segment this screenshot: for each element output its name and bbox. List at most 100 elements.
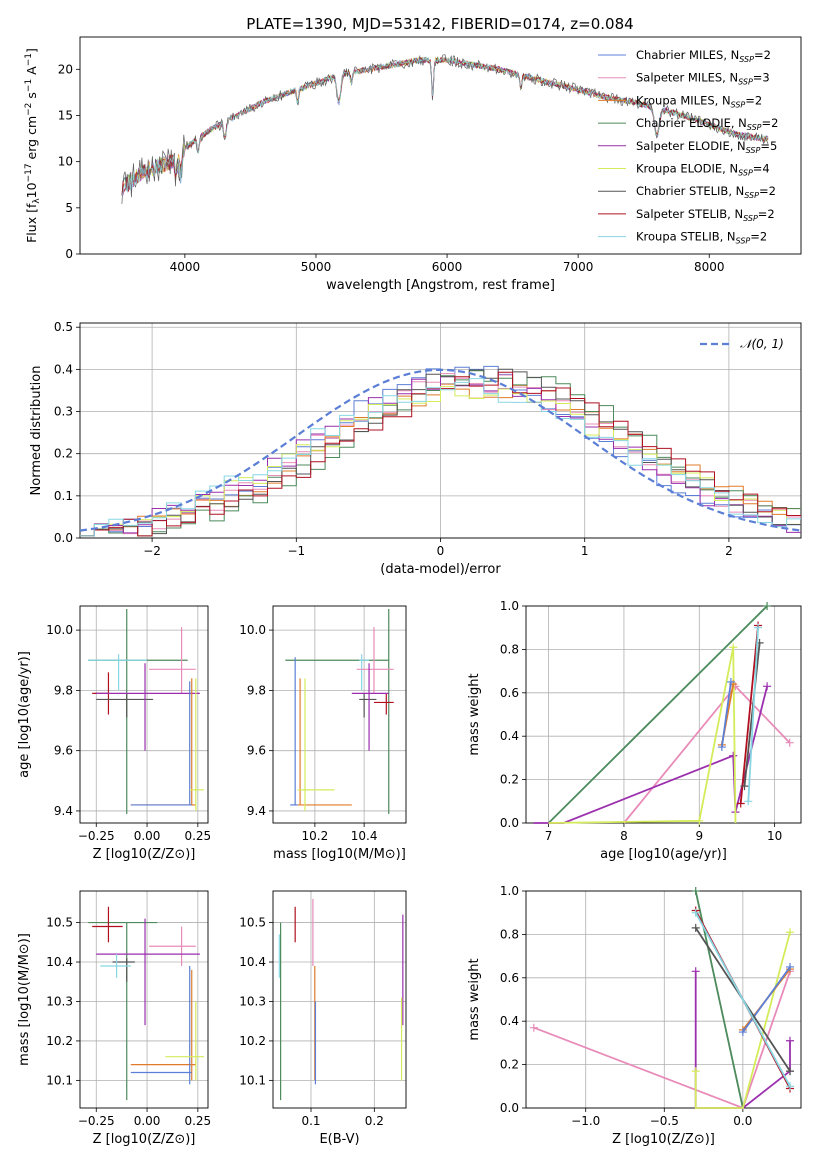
x-axis-label: E(B-V) <box>319 1132 359 1147</box>
legend-label: 𝒩(0, 1) <box>740 337 784 351</box>
x-tick-label: 7 <box>545 829 553 843</box>
y-axis-label: Normed distribution <box>29 366 44 496</box>
x-axis-label: wavelength [Angstrom, rest frame] <box>326 278 555 293</box>
y-tick-label: 10.1 <box>239 1073 266 1087</box>
y-tick-label: 0.8 <box>500 927 519 941</box>
weight-marker <box>717 743 726 752</box>
weight-marker <box>763 602 772 610</box>
axes-frame <box>79 36 802 255</box>
y-tick-label: 0.6 <box>500 686 519 700</box>
x-tick-label: 9 <box>695 829 703 843</box>
weight-marker <box>738 1028 747 1037</box>
weight-marker <box>785 738 794 747</box>
y-tick-label: 1.0 <box>500 599 519 613</box>
legend-label: Salpeter MILES, NSSP=3 <box>636 71 770 87</box>
y-tick-label: 9.6 <box>54 744 73 758</box>
axes-frame <box>272 890 407 1109</box>
y-tick-label: 5 <box>65 201 73 215</box>
weight-marker <box>786 928 794 937</box>
axes-frame <box>79 605 209 824</box>
x-axis-label: (data-model)/error <box>380 562 501 577</box>
y-tick-label: 0.2 <box>500 773 519 787</box>
y-tick-label: 1.0 <box>500 884 519 898</box>
legend-label: Chabrier MILES, NSSP=2 <box>636 48 771 64</box>
weight-marker <box>691 967 700 976</box>
mass-vs-EBV-panel: 0.1 0.2 10.1 10.2 10.3 10.4 10.5 E(B-V) <box>239 890 407 1147</box>
x-tick-label: −0.25 <box>78 1114 115 1128</box>
weight-line <box>742 966 791 1033</box>
legend-label: Salpeter STELIB, NSSP=2 <box>636 207 775 223</box>
y-axis-label: mass weight <box>467 673 482 755</box>
y-tick-label: 10.1 <box>46 1073 73 1087</box>
y-axis-label: mass [log10(M/M⊙)] <box>17 933 32 1066</box>
y-tick-label: 10.2 <box>46 1034 73 1048</box>
y-tick-label: 10.0 <box>239 623 266 637</box>
y-tick-label: 0.2 <box>500 1058 519 1072</box>
histogram-step <box>80 378 801 537</box>
x-tick-label: −2 <box>143 544 161 558</box>
weight-line <box>533 971 791 1110</box>
axes-frame <box>525 890 802 1109</box>
weight-vs-age-panel: 7 8 9 10 0.0 0.2 0.4 0.6 0.8 1.0 age [log10(age/yr… <box>467 599 802 862</box>
weight-marker <box>691 887 700 895</box>
y-tick-label: 0.0 <box>500 816 519 830</box>
y-tick-label: 10 <box>58 155 73 169</box>
age-vs-Z-panel: −0.25 0.00 0.25 9.4 9.6 9.8 10.0 Z [log10(Z/Z⊙)… <box>17 605 211 862</box>
weight-marker <box>736 799 745 808</box>
y-tick-label: 10.3 <box>46 994 73 1008</box>
weight-marker <box>726 677 735 686</box>
x-axis-label: mass [log10(M/M⊙)] <box>273 847 406 862</box>
x-tick-label: −0.25 <box>78 829 115 843</box>
weight-marker <box>729 643 738 652</box>
x-tick-label: 4000 <box>170 260 201 274</box>
weight-line <box>743 642 761 787</box>
x-tick-label: 6000 <box>432 260 463 274</box>
weight-marker <box>744 797 753 806</box>
y-tick-label: 10.3 <box>239 994 266 1008</box>
y-tick-label: 10.2 <box>239 1034 266 1048</box>
x-tick-label: 5000 <box>301 260 332 274</box>
axes-frame <box>525 605 802 824</box>
histogram-step <box>80 376 801 537</box>
x-tick-label: 0.25 <box>184 1114 211 1128</box>
y-tick-label: 0.6 <box>500 971 519 985</box>
y-tick-label: 0.0 <box>500 1101 519 1115</box>
y-tick-label: 0.4 <box>500 729 519 743</box>
y-tick-label: 10.4 <box>239 955 266 969</box>
y-tick-label: 9.8 <box>247 683 266 697</box>
x-tick-label: −1.0 <box>571 1114 600 1128</box>
weight-marker <box>786 1082 794 1091</box>
x-tick-label: 0.25 <box>184 829 211 843</box>
y-tick-label: 0 <box>65 247 73 261</box>
weight-vs-Z-panel: −1.0 −0.5 0.0 0.0 0.2 0.4 0.6 0.8 1.0 Z [log10(Z/… <box>467 884 802 1147</box>
weight-line <box>548 647 737 824</box>
weight-marker <box>786 1036 794 1045</box>
y-tick-label: 0.3 <box>54 405 73 419</box>
y-tick-label: 9.4 <box>247 804 266 818</box>
weight-marker <box>754 623 763 632</box>
weight-marker <box>740 782 749 791</box>
y-tick-label: 10.5 <box>239 916 266 930</box>
weight-marker <box>691 908 700 917</box>
weight-marker <box>691 923 700 932</box>
normal-curve <box>79 368 802 532</box>
y-tick-label: 0.0 <box>54 531 73 545</box>
x-axis-label: Z [log10(Z/Z⊙)] <box>93 847 196 862</box>
x-tick-label: 1 <box>581 544 589 558</box>
legend-label: Kroupa ELODIE, NSSP=4 <box>636 162 770 178</box>
x-tick-label: 0.1 <box>301 1114 320 1128</box>
axes-frame <box>272 605 407 824</box>
weight-line <box>623 684 791 824</box>
weight-line <box>547 605 768 824</box>
weight-marker <box>695 816 704 825</box>
weight-line <box>694 912 791 1087</box>
y-tick-label: 0.8 <box>500 642 519 656</box>
x-tick-label: 10.4 <box>351 829 378 843</box>
y-tick-label: 0.4 <box>54 362 73 376</box>
weight-line <box>747 627 759 802</box>
y-tick-label: 20 <box>58 62 73 76</box>
y-tick-label: 0.5 <box>54 320 73 334</box>
mass-vs-Z-panel: −0.25 0.00 0.25 10.1 10.2 10.3 10.4 10.5 Z [log1… <box>17 890 211 1147</box>
residuals-panel: −2 −1 0 1 2 0.0 0.1 0.2 0.3 0.4 0.5 𝒩(0, 1) (data-mo… <box>29 320 802 577</box>
spectrum-panel: 4000 5000 6000 7000 8000 0 5 10 15 20 Chabrier MIL… <box>24 36 802 293</box>
